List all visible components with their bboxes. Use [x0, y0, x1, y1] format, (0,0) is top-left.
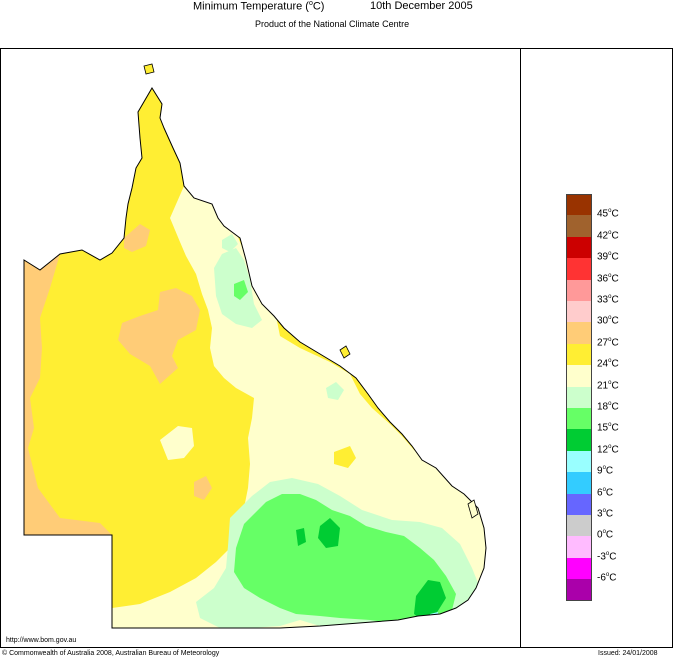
zone-15-18-c — [414, 580, 446, 622]
legend-label: 39oC — [597, 251, 619, 263]
legend-swatch — [566, 365, 592, 388]
title-label: Minimum Temperature (oC) — [193, 0, 325, 13]
legend-label: 36oC — [597, 272, 619, 284]
legend-swatch — [566, 194, 592, 216]
legend-swatch — [566, 279, 592, 302]
legend-swatch — [566, 493, 592, 516]
legend-label: 21oC — [597, 379, 619, 391]
legend-label: 9oC — [597, 465, 614, 477]
zone-above-30-central — [118, 288, 200, 384]
legend-label: -3oC — [597, 550, 617, 563]
zone-15-18-a — [318, 518, 340, 548]
zone-above-30-gulf — [124, 224, 150, 252]
legend-swatch — [566, 215, 592, 238]
island-torres — [143, 63, 155, 75]
legend-label: 12oC — [597, 443, 619, 456]
legend-swatch — [566, 386, 592, 409]
legend-swatch — [566, 343, 592, 366]
map-title: Minimum Temperature (oC) 10th December 2… — [0, 0, 674, 14]
map-subtitle: Product of the National Climate Centre — [255, 19, 410, 29]
legend-label: 33oC — [597, 294, 619, 306]
footer-issued: Issued: 24/01/2008 — [598, 650, 658, 657]
zone-above-30-south — [194, 476, 212, 500]
legend-label: 30oC — [597, 315, 619, 327]
legend-label: 24oC — [597, 358, 619, 370]
legend-divider — [520, 48, 521, 648]
map-frame — [0, 48, 673, 648]
zone-above-30-west — [24, 248, 112, 535]
legend-label: 6oC — [597, 486, 614, 498]
zone-21-24-north — [222, 234, 238, 252]
legend-swatch — [566, 236, 592, 259]
zone-18-21 — [234, 494, 456, 624]
legend-swatch — [566, 450, 592, 473]
legend-swatch — [566, 258, 592, 281]
legend-swatch — [566, 322, 592, 345]
footer-copyright: © Commonwealth of Australia 2008, Austra… — [2, 650, 220, 657]
legend-label: 45oC — [597, 208, 619, 220]
legend-swatch — [566, 301, 592, 323]
island-whitsunday — [339, 345, 351, 359]
footer-url[interactable]: http://www.bom.gov.au — [6, 637, 77, 644]
legend-swatch — [566, 579, 592, 602]
legend-label: 27oC — [597, 336, 619, 349]
legend-label: 3oC — [597, 508, 614, 520]
legend-swatch — [566, 429, 592, 452]
legend-label: 42oC — [597, 229, 619, 242]
zone-27-30-coast-patch — [334, 446, 356, 468]
legend-label: 15oC — [597, 422, 619, 434]
zone-21-24-coast — [326, 382, 344, 400]
title-date: 10th December 2005 — [370, 0, 473, 12]
legend-swatch — [566, 536, 592, 559]
legend-label: 18oC — [597, 401, 619, 413]
island-fraser — [467, 499, 479, 519]
temperature-map — [23, 63, 487, 629]
zone-15-18-b — [296, 528, 306, 546]
zone-18-21-tableland — [234, 280, 248, 300]
legend-swatch — [566, 408, 592, 430]
zone-24-27-island — [160, 426, 194, 460]
legend-label: 0oC — [597, 529, 614, 541]
legend-swatch — [566, 515, 592, 537]
legend-label: -6oC — [597, 572, 617, 584]
legend-swatch — [566, 557, 592, 580]
legend-swatch — [566, 472, 592, 495]
